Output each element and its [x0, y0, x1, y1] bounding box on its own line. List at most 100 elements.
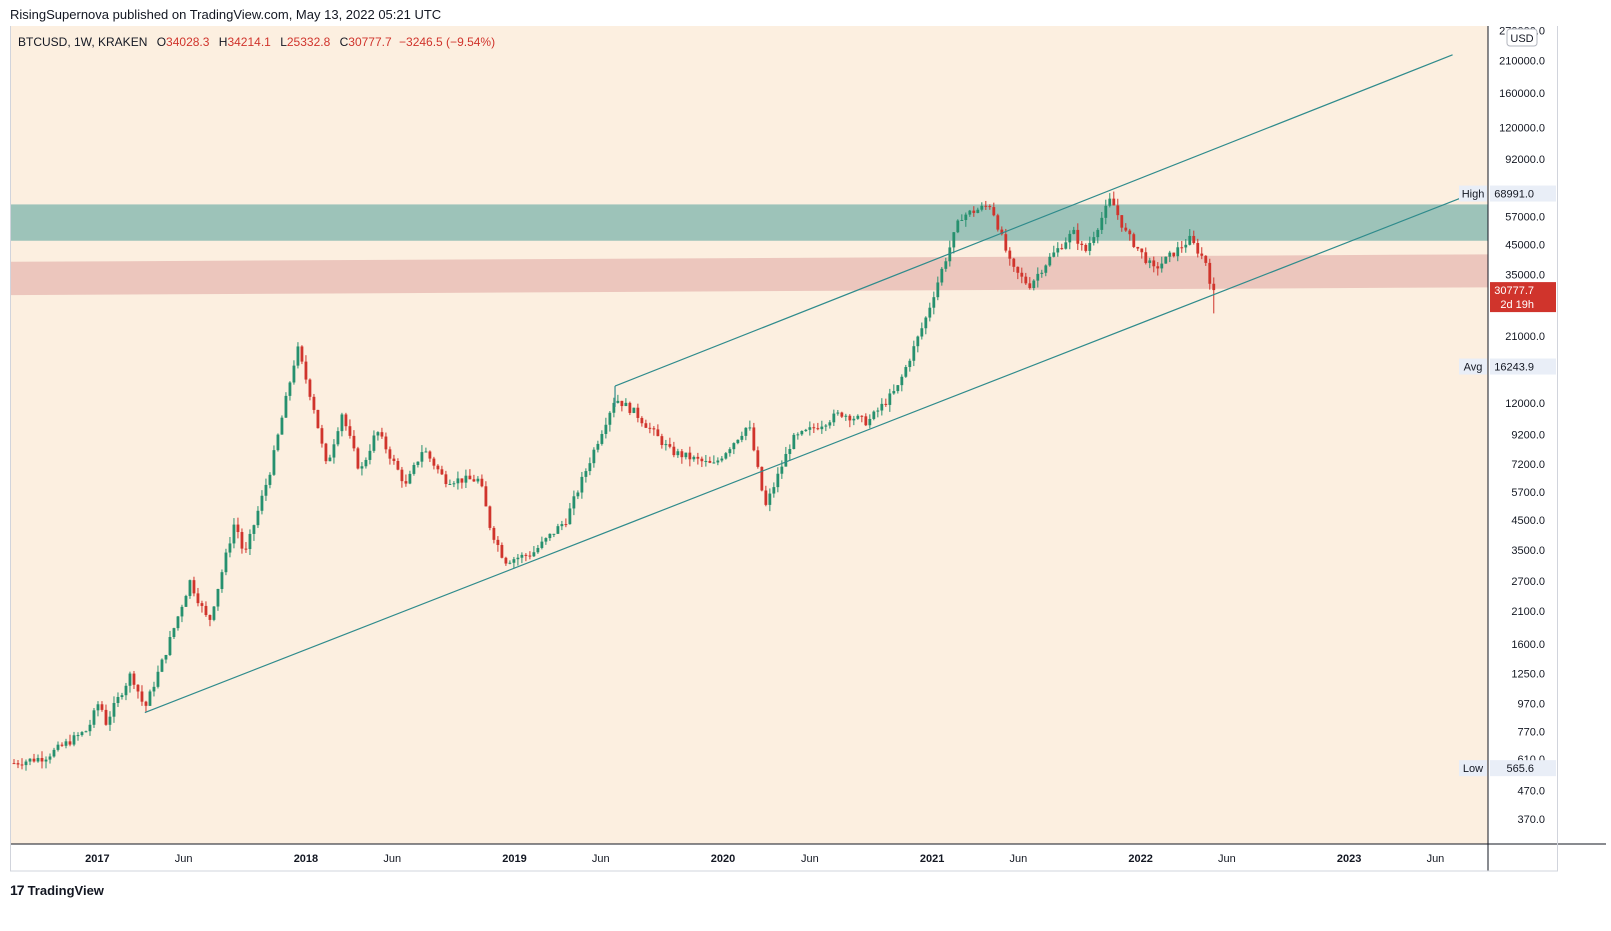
candle-272[interactable] — [1100, 211, 1104, 235]
candle-288[interactable] — [1164, 256, 1168, 264]
candle-174[interactable] — [708, 456, 712, 464]
candle-76[interactable] — [316, 409, 320, 429]
candle-286[interactable] — [1156, 262, 1160, 276]
candle-163[interactable] — [664, 439, 668, 451]
candle-226[interactable] — [916, 335, 920, 353]
candle-165[interactable] — [672, 441, 676, 458]
candle-48[interactable] — [204, 601, 208, 617]
candle-291[interactable] — [1176, 241, 1180, 262]
candle-188[interactable] — [764, 485, 768, 507]
candle-71[interactable] — [296, 342, 300, 369]
candle-191[interactable] — [776, 467, 780, 493]
candle-243[interactable] — [984, 200, 988, 210]
candle-213[interactable] — [864, 413, 868, 427]
tradingview-logo[interactable]: 17 TradingView — [10, 882, 104, 898]
candle-236[interactable] — [956, 219, 960, 234]
candle-237[interactable] — [960, 214, 964, 221]
candle-284[interactable] — [1148, 257, 1152, 269]
candle-11[interactable] — [56, 741, 60, 752]
candle-8[interactable] — [44, 756, 48, 769]
candle-0[interactable] — [12, 759, 16, 765]
candle-143[interactable] — [584, 468, 588, 483]
candle-294[interactable] — [1188, 229, 1192, 246]
candle-115[interactable] — [472, 474, 476, 482]
candle-228[interactable] — [924, 316, 928, 335]
candle-277[interactable] — [1120, 215, 1124, 232]
candle-141[interactable] — [576, 490, 580, 500]
candle-203[interactable] — [824, 424, 828, 432]
price-axis[interactable]: 270000.0210000.0160000.0120000.092000.05… — [1499, 26, 1545, 826]
candle-53[interactable] — [224, 548, 228, 576]
candle-222[interactable] — [900, 374, 904, 392]
candle-92[interactable] — [380, 427, 384, 439]
candle-28[interactable] — [124, 682, 128, 701]
candle-182[interactable] — [740, 431, 744, 443]
candle-164[interactable] — [668, 437, 672, 449]
candle-214[interactable] — [868, 414, 872, 429]
candle-70[interactable] — [292, 360, 296, 385]
channel-upper-trendline[interactable] — [614, 54, 1453, 387]
candle-13[interactable] — [64, 738, 68, 749]
candle-36[interactable] — [156, 665, 160, 689]
candle-207[interactable] — [840, 411, 844, 418]
candle-96[interactable] — [396, 458, 400, 471]
candle-91[interactable] — [376, 431, 380, 441]
candle-78[interactable] — [324, 442, 328, 465]
candle-72[interactable] — [300, 345, 304, 365]
candle-117[interactable] — [480, 474, 484, 488]
candle-250[interactable] — [1012, 257, 1016, 272]
candle-29[interactable] — [128, 671, 132, 693]
candle-93[interactable] — [384, 432, 388, 454]
candle-139[interactable] — [568, 502, 572, 525]
candle-111[interactable] — [456, 471, 460, 490]
candle-102[interactable] — [420, 445, 424, 468]
low-marker[interactable]: Low 565.6 — [1459, 760, 1556, 777]
candle-210[interactable] — [852, 415, 856, 426]
candle-145[interactable] — [592, 447, 596, 468]
candle-33[interactable] — [144, 700, 148, 712]
candle-187[interactable] — [760, 466, 764, 492]
candle-156[interactable] — [636, 403, 640, 423]
candle-24[interactable] — [108, 711, 112, 731]
candle-280[interactable] — [1132, 232, 1136, 249]
candle-7[interactable] — [40, 751, 44, 769]
candle-278[interactable] — [1124, 223, 1128, 232]
candle-128[interactable] — [524, 553, 528, 562]
candle-195[interactable] — [792, 432, 796, 450]
candle-212[interactable] — [860, 415, 864, 423]
last-price-marker[interactable]: 30777.7 2d 19h — [1490, 282, 1556, 313]
candle-80[interactable] — [332, 439, 336, 464]
candle-160[interactable] — [652, 426, 656, 436]
candle-17[interactable] — [80, 731, 84, 737]
candle-282[interactable] — [1140, 248, 1144, 259]
candle-211[interactable] — [856, 414, 860, 420]
candle-81[interactable] — [336, 427, 340, 447]
candle-118[interactable] — [484, 481, 488, 507]
candle-246[interactable] — [996, 213, 1000, 232]
candle-197[interactable] — [800, 430, 804, 436]
candle-276[interactable] — [1116, 198, 1120, 220]
candle-5[interactable] — [32, 753, 36, 763]
candle-221[interactable] — [896, 384, 900, 394]
candle-257[interactable] — [1040, 269, 1044, 278]
candle-87[interactable] — [360, 462, 364, 476]
candle-10[interactable] — [52, 747, 56, 758]
candle-114[interactable] — [468, 469, 472, 480]
candle-51[interactable] — [216, 588, 220, 611]
candle-135[interactable] — [552, 533, 556, 538]
avg-marker[interactable]: Avg 16243.9 — [1459, 358, 1556, 375]
candle-238[interactable] — [964, 212, 968, 227]
candle-113[interactable] — [464, 469, 468, 489]
candle-55[interactable] — [232, 518, 236, 549]
candle-74[interactable] — [308, 378, 312, 401]
candle-98[interactable] — [404, 474, 408, 487]
candlestick-chart[interactable]: 270000.0210000.0160000.0120000.092000.05… — [10, 26, 1606, 898]
candle-121[interactable] — [496, 536, 500, 552]
candle-266[interactable] — [1076, 223, 1080, 250]
candle-4[interactable] — [28, 758, 32, 766]
candle-63[interactable] — [264, 478, 268, 501]
candle-67[interactable] — [280, 415, 284, 435]
candle-239[interactable] — [968, 209, 972, 217]
candle-20[interactable] — [92, 707, 96, 728]
candle-9[interactable] — [48, 753, 52, 764]
